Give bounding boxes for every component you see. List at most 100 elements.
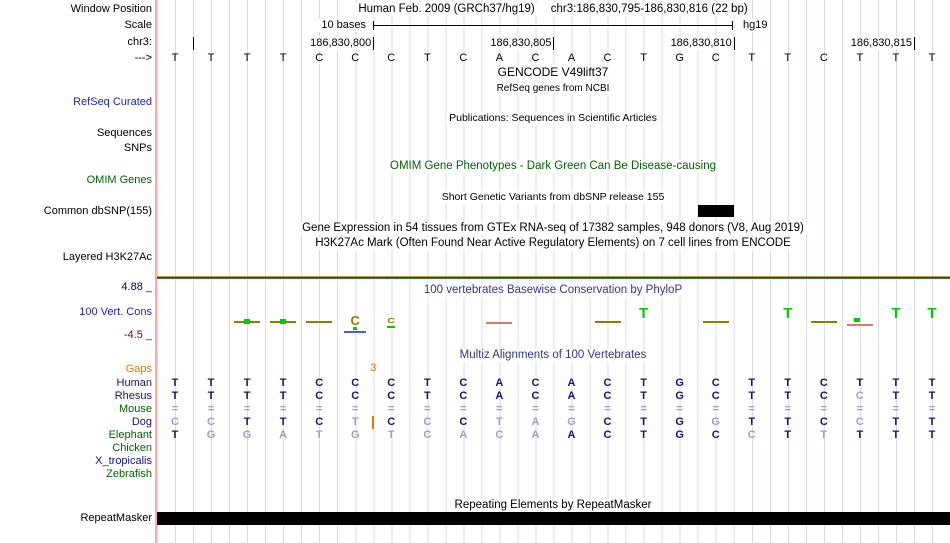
track-label-100-vert-cons[interactable]: 100 Vert. Cons xyxy=(79,306,152,318)
alignment-base: T xyxy=(640,390,647,402)
alignment-base: C xyxy=(711,377,720,389)
alignment-base: C xyxy=(171,416,179,428)
sequence-base: C xyxy=(531,52,540,64)
alignment-base: = xyxy=(460,403,467,415)
conservation-mark-peak xyxy=(244,319,251,324)
ruler-tick xyxy=(913,37,915,50)
layered-h3k27ac-baseline xyxy=(157,276,950,279)
alignment-base: T xyxy=(351,416,359,428)
sequence-base: C xyxy=(819,52,828,64)
alignment-base: = xyxy=(243,403,251,415)
title-repeatmasker: Repeating Elements by RepeatMasker xyxy=(451,499,655,512)
genome-version-label: hg19 xyxy=(741,19,770,32)
sequence-base: T xyxy=(171,52,179,64)
alignment-base: T xyxy=(496,416,503,428)
alignment-base: T xyxy=(387,429,395,441)
alignment-base: = xyxy=(676,403,683,415)
alignment-base: = xyxy=(604,403,611,415)
alignment-base: T xyxy=(279,416,287,428)
alignment-base: C xyxy=(711,429,720,441)
alignment-base: T xyxy=(784,416,792,428)
ruler-tick xyxy=(553,37,555,50)
sequence-base: C xyxy=(315,52,324,64)
alignment-base: = xyxy=(892,403,900,415)
chromosome-label: chr3: xyxy=(127,36,152,48)
alignment-base: = xyxy=(532,403,539,415)
conservation-letter-t: T xyxy=(891,305,901,322)
alignment-base: A xyxy=(567,390,576,402)
alignment-base: T xyxy=(856,377,864,389)
ruler-tick xyxy=(193,37,195,50)
alignment-base: C xyxy=(387,377,396,389)
alignment-base: T xyxy=(243,377,251,389)
track-label-common-dbsnp[interactable]: Common dbSNP(155) xyxy=(43,205,152,217)
title-phylop: 100 vertebrates Basewise Conservation by… xyxy=(420,284,686,297)
track-label-sequences[interactable]: Sequences xyxy=(96,127,152,139)
alignment-base: T xyxy=(640,416,647,428)
repeatmasker-bar[interactable] xyxy=(157,512,950,525)
alignment-base: = xyxy=(388,403,395,415)
sequence-base: T xyxy=(207,52,215,64)
track-label-repeatmasker[interactable]: RepeatMasker xyxy=(80,512,152,524)
scale-label: Scale xyxy=(124,19,152,31)
conservation-mark-peak xyxy=(280,319,287,324)
alignment-base: C xyxy=(711,390,720,402)
alignment-base: T xyxy=(892,416,900,428)
track-label-gaps: Gaps xyxy=(125,363,152,375)
alignment-base: T xyxy=(171,390,179,402)
conservation-mark-peak xyxy=(387,326,396,328)
sequence-base: T xyxy=(784,52,792,64)
sequence-base: T xyxy=(928,52,936,64)
ruler-tick-label: 186,830,815 xyxy=(849,37,913,50)
alignment-base: C xyxy=(459,390,468,402)
alignment-base: C xyxy=(387,416,396,428)
sequence-base: T xyxy=(892,52,900,64)
alignment-base: = xyxy=(820,403,828,415)
alignment-base: C xyxy=(603,416,612,428)
species-label-mouse: Mouse xyxy=(118,403,152,415)
alignment-base: = xyxy=(279,403,287,415)
alignment-base: = xyxy=(171,403,179,415)
alignment-base: G xyxy=(675,377,684,389)
track-label-layered-h3k27ac[interactable]: Layered H3K27Ac xyxy=(62,251,152,263)
alignment-base: T xyxy=(315,429,323,441)
alignment-base: T xyxy=(928,429,936,441)
track-label-refseq-curated[interactable]: RefSeq Curated xyxy=(73,96,152,108)
alignment-base: = xyxy=(928,403,936,415)
track-label-omim-genes[interactable]: OMIM Genes xyxy=(86,174,152,186)
alignment-base: = xyxy=(784,403,791,415)
scale-bar-line xyxy=(373,25,733,26)
sequence-base: C xyxy=(711,52,720,64)
track-label-snps[interactable]: SNPs xyxy=(123,142,152,154)
alignment-base: T xyxy=(279,390,287,402)
alignment-base: T xyxy=(423,377,431,389)
scale-bar-right-tick xyxy=(732,21,733,30)
ruler-tick xyxy=(373,37,375,50)
alignment-base: T xyxy=(928,416,936,428)
conservation-letter-t: T xyxy=(783,305,793,322)
species-label-x_tropicalis: X_tropicalis xyxy=(95,455,152,467)
scale-bar-left-tick xyxy=(373,21,374,30)
alignment-base: A xyxy=(495,390,504,402)
conservation-mark xyxy=(306,321,333,323)
alignment-base: A xyxy=(531,429,540,441)
alignment-base: A xyxy=(459,429,468,441)
alignment-base: G xyxy=(711,416,720,428)
dbsnp-variant-box[interactable] xyxy=(697,205,734,217)
alignment-base: T xyxy=(640,377,647,389)
alignment-base: C xyxy=(531,390,540,402)
alignment-base: T xyxy=(748,377,756,389)
alignment-base: A xyxy=(531,416,540,428)
alignment-base: C xyxy=(747,429,756,441)
alignment-base: T xyxy=(856,429,864,441)
phylop-axis-max: 4.88 _ xyxy=(121,281,152,293)
alignment-base: = xyxy=(856,403,864,415)
phylop-axis-min: -4.5 _ xyxy=(123,329,152,341)
alignment-base: A xyxy=(279,429,288,441)
alignment-base: G xyxy=(350,429,360,441)
title-multiz: Multiz Alignments of 100 Vertebrates xyxy=(456,349,650,362)
title-dbsnp: Short Genetic Variants from dbSNP releas… xyxy=(438,191,668,204)
sequence-base: T xyxy=(856,52,864,64)
alignment-base: T xyxy=(820,429,828,441)
